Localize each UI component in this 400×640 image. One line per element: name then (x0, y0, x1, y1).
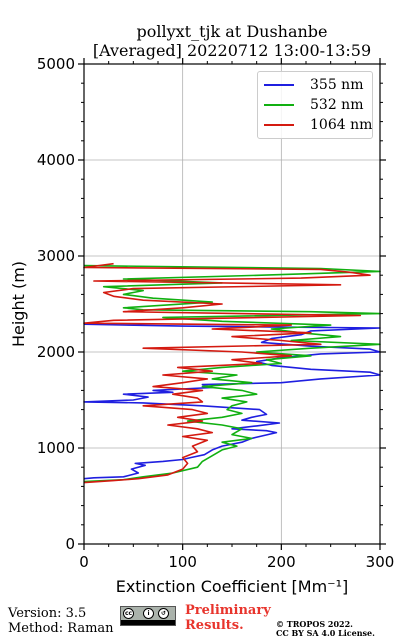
legend-label-1064: 1064 nm (310, 117, 373, 133)
method-text: Method: Raman (8, 621, 114, 636)
preliminary-note: Preliminary Results. (185, 603, 271, 633)
legend: 355 nm 532 nm 1064 nm (257, 71, 373, 139)
y-axis-label: Height (m) (9, 261, 28, 347)
chart-subtitle: [Averaged] 20220712 13:00-13:59 (92, 41, 372, 60)
x-tick-label: 0 (79, 553, 89, 571)
x-tick-label: 200 (267, 553, 296, 571)
preliminary-line2: Results. (185, 618, 244, 633)
y-tick-label: 1000 (37, 439, 75, 457)
copyright-note: © TROPOS 2022. CC BY SA 4.0 License. (276, 620, 375, 638)
by-icon: i (143, 608, 154, 619)
y-tick-label: 2000 (37, 343, 75, 361)
sa-icon: ↺ (158, 608, 169, 619)
x-tick-label: 300 (366, 553, 395, 571)
cc-license-badge: cc i ↺ (120, 606, 176, 626)
legend-label-532: 532 nm (310, 97, 364, 113)
y-tick-label: 5000 (37, 55, 75, 73)
version-text: Version: 3.5 (8, 606, 87, 621)
legend-swatch-355 (264, 84, 294, 86)
legend-swatch-532 (264, 104, 294, 106)
series-line-2 (83, 262, 371, 484)
legend-item-532: 532 nm (264, 95, 370, 115)
legend-item-355: 355 nm (264, 75, 370, 95)
cc-icon: cc (123, 608, 134, 619)
y-tick-label: 3000 (37, 247, 75, 265)
copyright-line2: CC BY SA 4.0 License. (276, 628, 375, 638)
y-tick-label: 4000 (37, 151, 75, 169)
legend-swatch-1064 (264, 124, 294, 126)
series-line-1 (83, 264, 381, 483)
x-axis-label: Extinction Coefficient [Mm⁻¹] (116, 577, 349, 596)
legend-item-1064: 1064 nm (264, 115, 373, 135)
copyright-line1: © TROPOS 2022. (276, 619, 353, 629)
preliminary-line1: Preliminary (185, 603, 271, 618)
x-tick-label: 100 (168, 553, 197, 571)
y-tick-label: 0 (65, 535, 75, 553)
legend-label-355: 355 nm (310, 77, 364, 93)
chart-title: pollyxt_tjk at Dushanbe (136, 22, 328, 41)
series-lines (83, 262, 381, 484)
